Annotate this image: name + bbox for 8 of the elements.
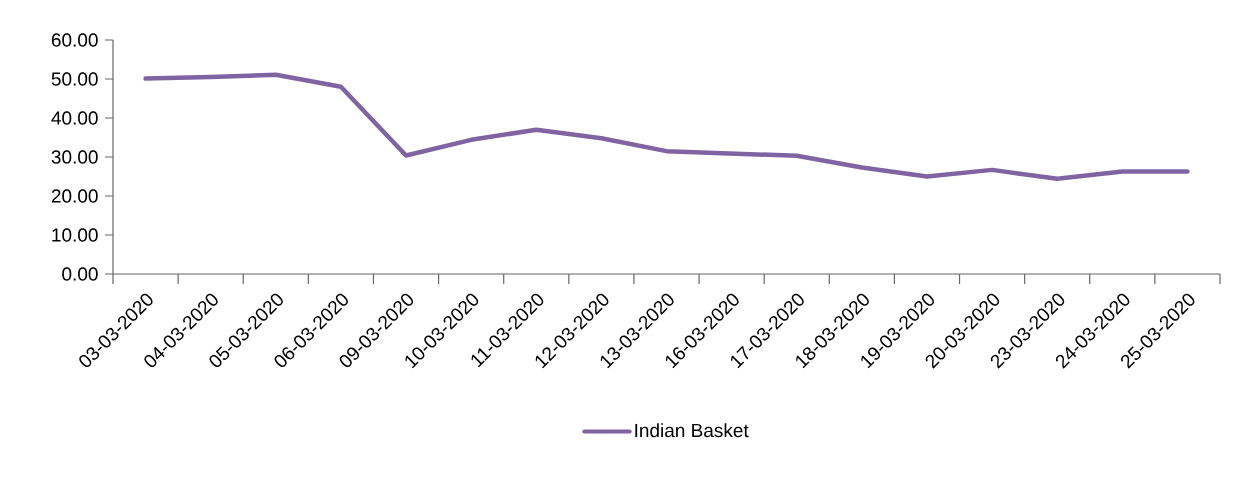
y-tick-label: 0.00 (62, 267, 98, 281)
y-tick-label: 40.00 (51, 111, 98, 125)
y-tick-label: 30.00 (51, 150, 98, 164)
legend-label: Indian Basket (635, 423, 749, 438)
y-tick-label: 10.00 (52, 228, 98, 242)
y-tick-label: 50.00 (51, 72, 98, 86)
y-tick-label: 60.00 (51, 33, 98, 47)
y-tick-label: 20.00 (51, 189, 98, 203)
